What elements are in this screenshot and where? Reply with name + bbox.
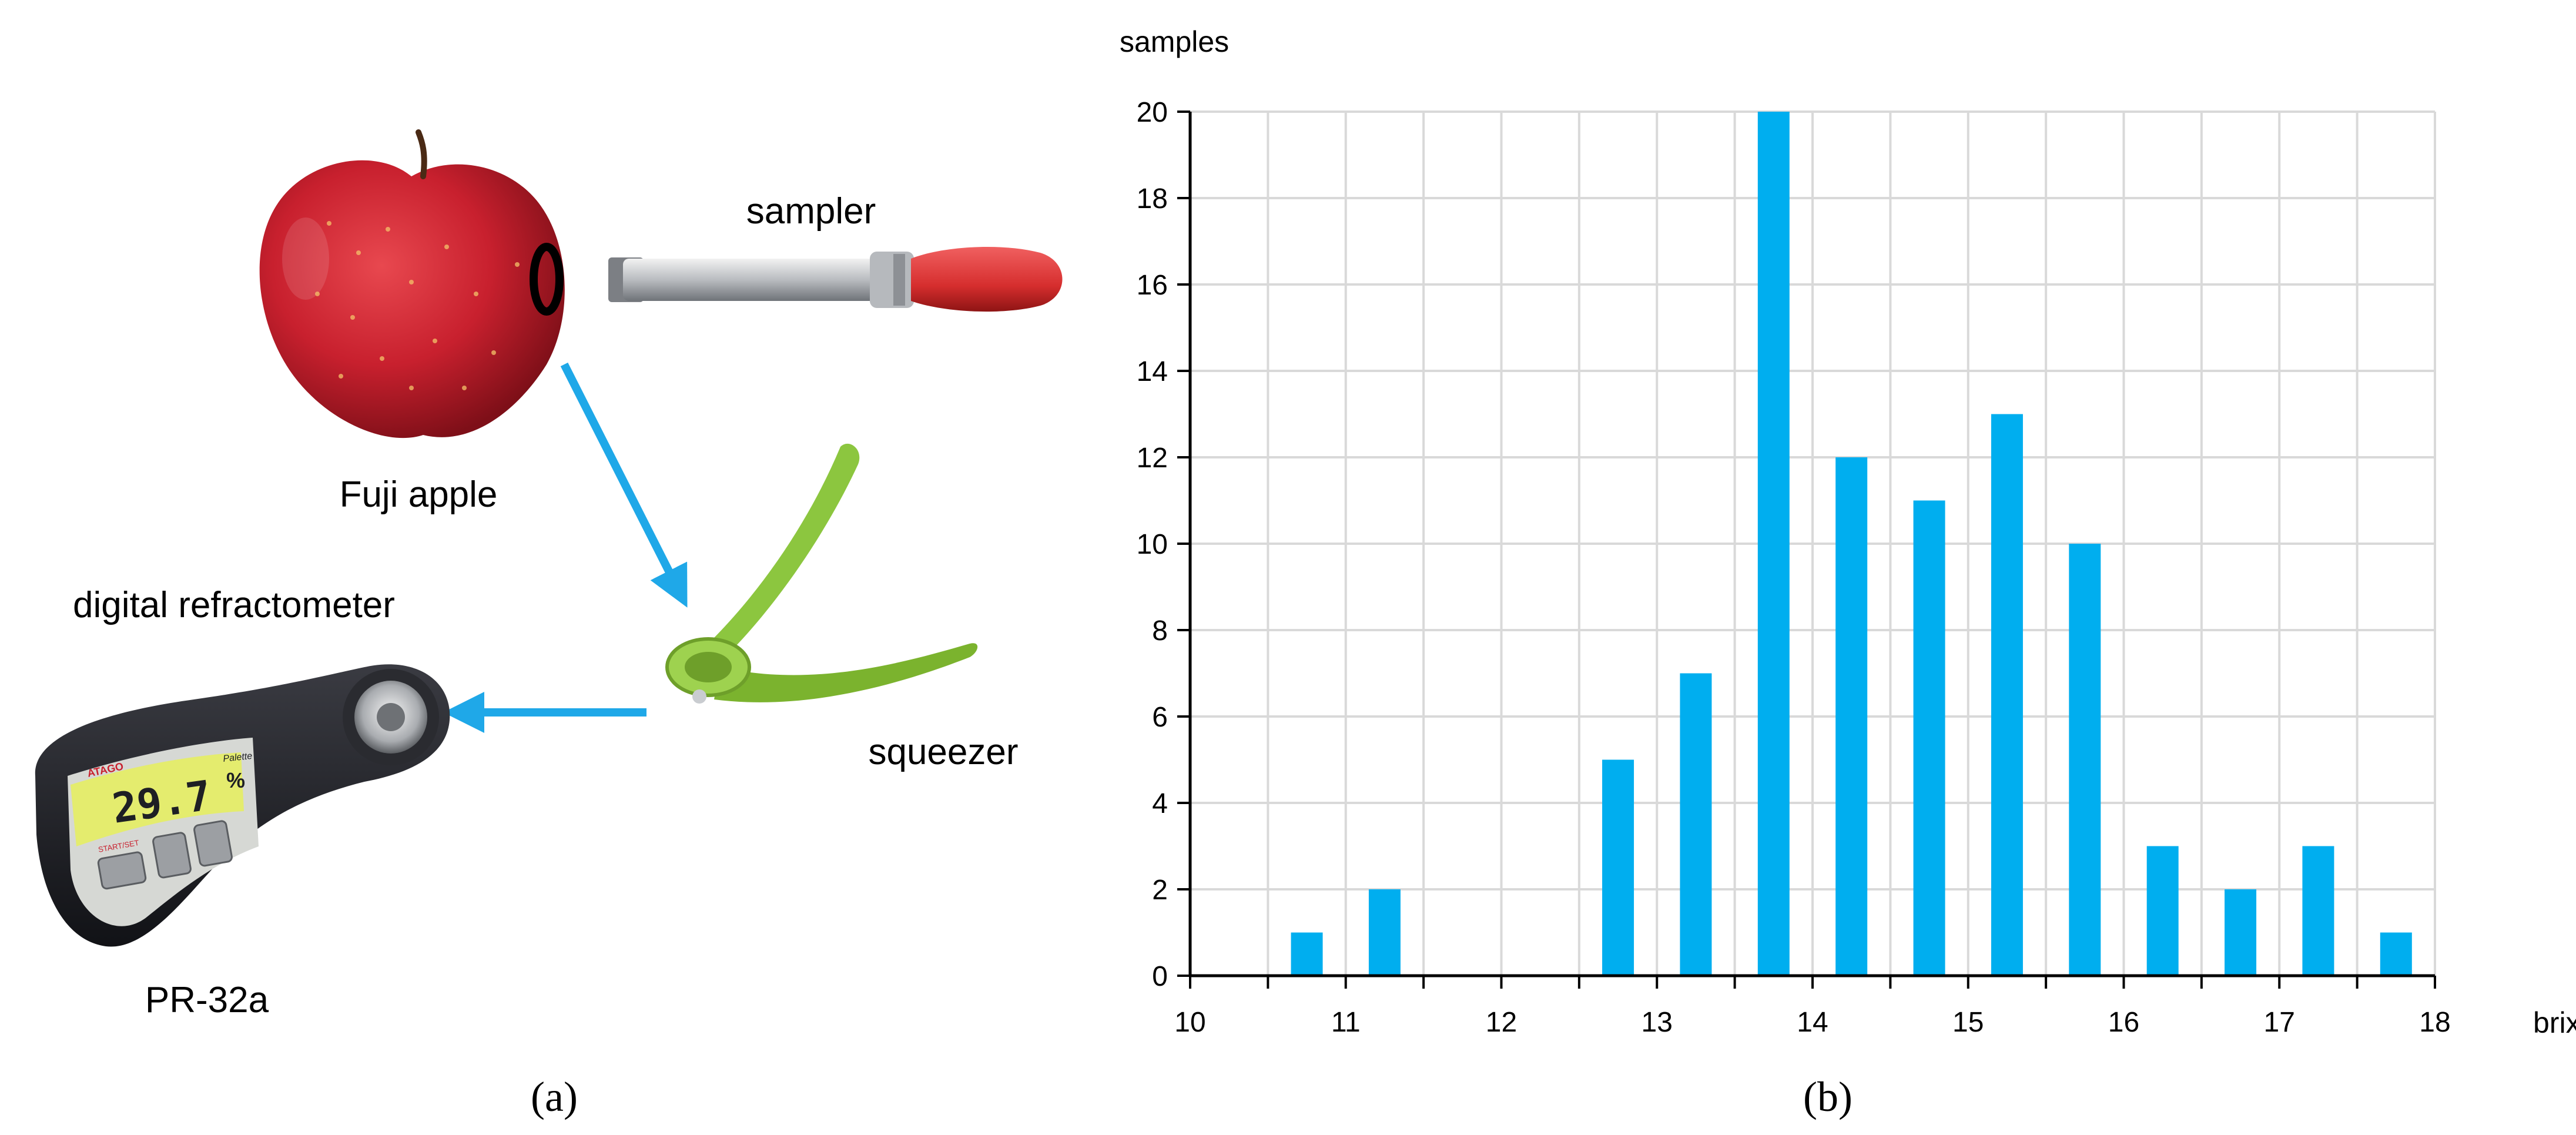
series-text: Palette [223, 751, 253, 764]
x-tick-label: 18 [2419, 1007, 2450, 1038]
bar-11.25 [1368, 889, 1401, 976]
y-tick-label: 4 [1152, 788, 1168, 819]
bar-12.75 [1602, 759, 1634, 976]
bar-16.25 [2146, 846, 2179, 976]
x-tick-label: 10 [1174, 1007, 1205, 1038]
x-tick-label: 17 [2264, 1007, 2295, 1038]
button-2 [152, 832, 192, 879]
y-tick-label: 8 [1152, 615, 1168, 647]
bar-16.75 [2225, 889, 2257, 976]
bar-15.25 [1991, 414, 2023, 976]
squeezer-image [665, 443, 978, 704]
y-tick-label: 16 [1137, 270, 1168, 301]
chart-grid [1190, 111, 2436, 976]
apple-label: Fuji apple [340, 474, 498, 515]
x-tick-label: 15 [1952, 1007, 1984, 1038]
bar-13.75 [1757, 112, 1790, 976]
bar-15.75 [2069, 544, 2101, 976]
caption-b: (b) [1803, 1073, 1853, 1120]
y-tick-label: 10 [1137, 529, 1168, 560]
y-tick-label: 0 [1152, 961, 1168, 992]
display-unit: % [226, 768, 245, 792]
histogram-chart: 0 2 4 6 8 10 12 14 16 18 20 10 11 12 13 14 15 16 17 18 samp… [1120, 25, 2576, 1039]
x-axis-label: brix [2533, 1006, 2576, 1039]
bar-14.25 [1835, 457, 1868, 976]
x-tick-label: 13 [1642, 1007, 1673, 1038]
sampler-image [608, 246, 1063, 312]
x-tick-label: 12 [1486, 1007, 1517, 1038]
bar-17.75 [2380, 932, 2412, 976]
chart-bars [1291, 112, 2412, 976]
sample-mark-icon [530, 243, 564, 316]
start-button [97, 851, 147, 890]
bar-13.25 [1680, 673, 1712, 976]
bar-14.75 [1913, 500, 1945, 976]
refractometer-image: ATAGO Palette 29.7 % START/SET [35, 664, 450, 947]
panel-a-illustration: Fuji apple sampler squeezer digital refr… [35, 129, 1063, 1120]
chart-ticks: 0 2 4 6 8 10 12 14 16 18 20 10 11 12 13 14 15 16 17 18 [1137, 97, 2451, 1038]
y-tick-label: 14 [1137, 356, 1168, 387]
model-label: PR-32a [145, 980, 269, 1020]
y-tick-label: 2 [1152, 875, 1168, 906]
apple-image [259, 129, 565, 438]
bar-17.25 [2302, 846, 2334, 976]
y-tick-label: 12 [1137, 443, 1168, 474]
y-tick-label: 18 [1137, 183, 1168, 215]
y-tick-label: 20 [1137, 97, 1168, 128]
y-axis-label: samples [1120, 25, 1229, 58]
y-tick-label: 6 [1152, 702, 1168, 733]
x-tick-label: 11 [1331, 1007, 1361, 1038]
arrow-apple-to-squeezer [560, 362, 688, 608]
button-3 [193, 820, 233, 867]
sampler-label: sampler [746, 191, 876, 232]
x-tick-label: 16 [2108, 1007, 2139, 1038]
squeezer-label: squeezer [868, 732, 1018, 772]
caption-a: (a) [531, 1073, 578, 1120]
bar-10.75 [1291, 932, 1323, 976]
x-tick-label: 14 [1797, 1007, 1828, 1038]
refractometer-label: digital refractometer [73, 585, 395, 625]
